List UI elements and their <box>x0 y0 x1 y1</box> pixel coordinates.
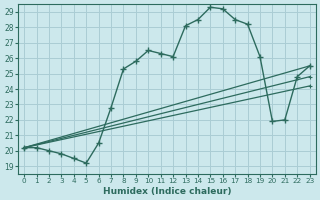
X-axis label: Humidex (Indice chaleur): Humidex (Indice chaleur) <box>103 187 231 196</box>
